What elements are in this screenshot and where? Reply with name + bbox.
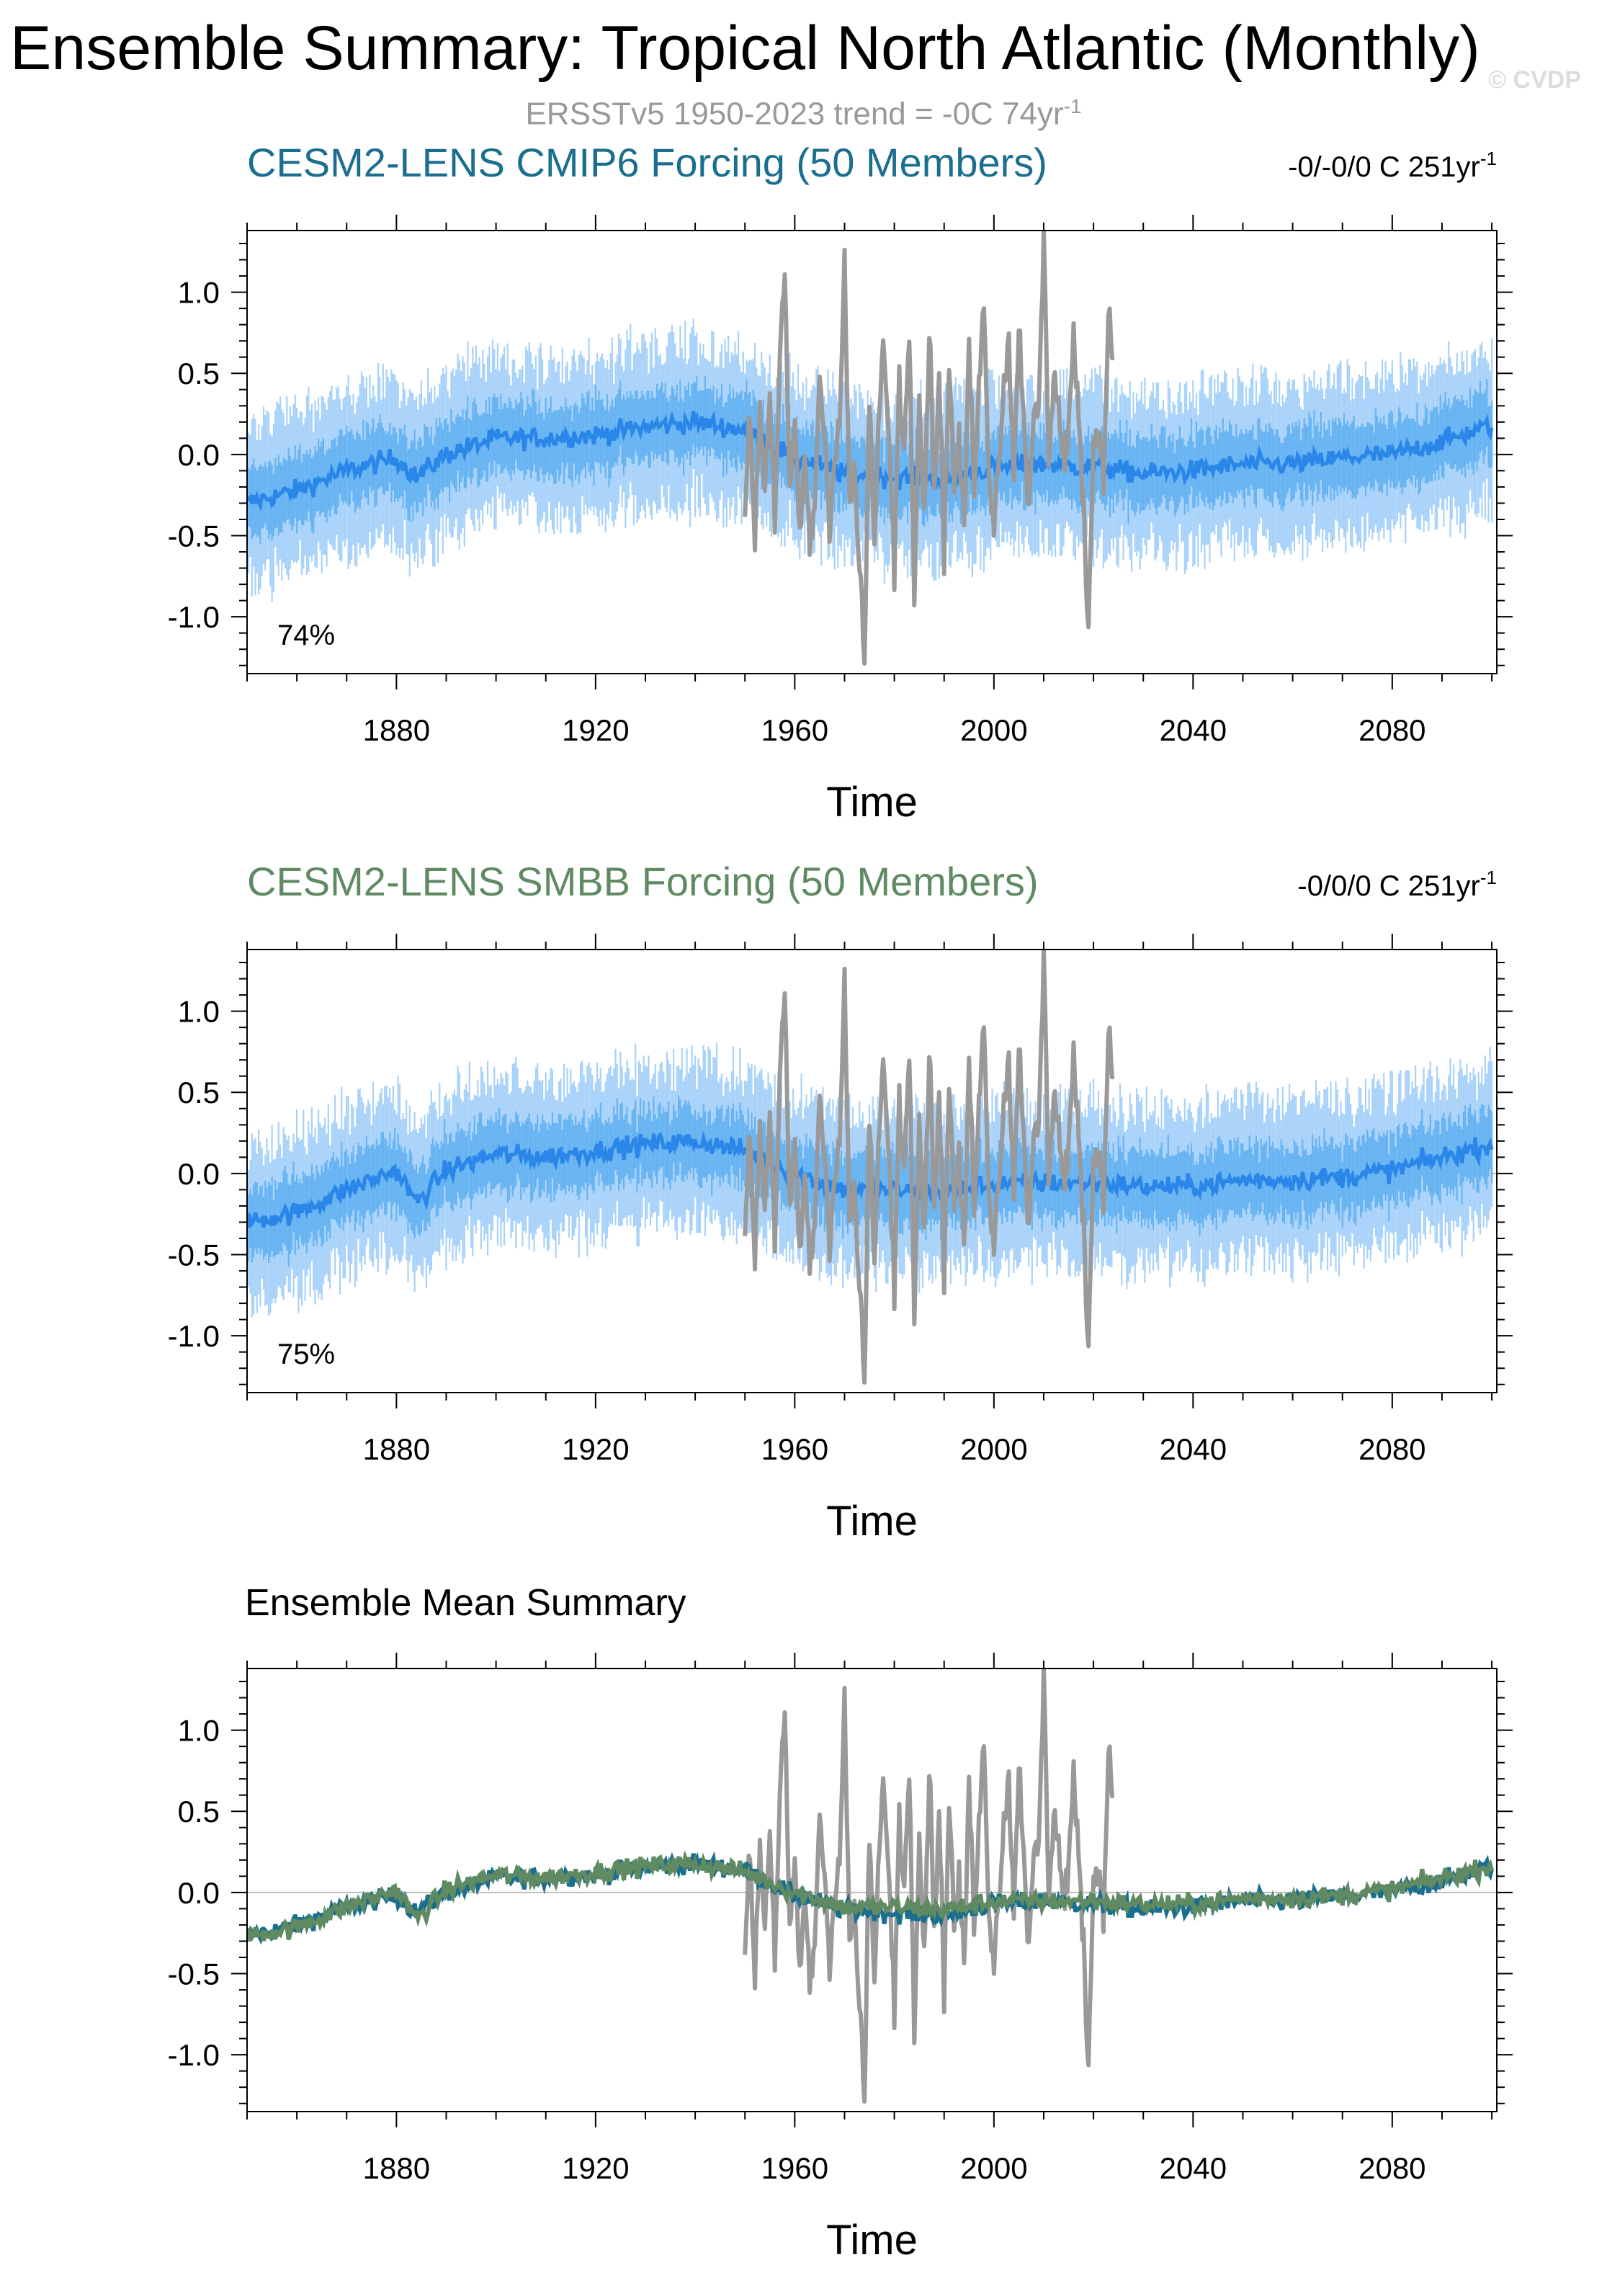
x-tick-label: 1880 bbox=[363, 2151, 430, 2185]
page-title: Ensemble Summary: Tropical North Atlanti… bbox=[10, 14, 1480, 83]
x-tick-label: 2040 bbox=[1160, 713, 1227, 747]
y-tick-label: 0.5 bbox=[178, 1795, 220, 1828]
y-tick-label: 1.0 bbox=[178, 1714, 220, 1748]
trend-label: -0/-0/0 C 251yr-1 bbox=[1288, 148, 1497, 183]
y-tick-label: -0.5 bbox=[168, 1957, 220, 1991]
x-axis-label: Time bbox=[826, 779, 918, 826]
y-tick-label: -1.0 bbox=[168, 600, 220, 634]
x-tick-label: 1880 bbox=[363, 713, 430, 747]
y-tick-label: 0.0 bbox=[178, 1157, 220, 1191]
obs-series-line bbox=[743, 950, 1115, 1385]
x-tick-label: 2040 bbox=[1160, 2151, 1227, 2185]
x-tick-label: 2000 bbox=[960, 1432, 1027, 1466]
y-tick-label: -1.0 bbox=[168, 1319, 220, 1353]
x-tick-label: 1920 bbox=[562, 2151, 629, 2185]
smbb-panel: 1.0 0.5 0.0 -0.5 -1.0 1880 1920 1960 2000 2040 208… bbox=[168, 859, 1513, 1545]
plot-area bbox=[247, 950, 1497, 1385]
watermark: © CVDP bbox=[1488, 66, 1581, 94]
plot-area bbox=[247, 231, 1497, 666]
panel-title: CESM2-LENS SMBB Forcing (50 Members) bbox=[247, 859, 1039, 904]
y-tick-label: -1.0 bbox=[168, 2038, 220, 2072]
ensemble-mean-panel: 1.0 0.5 0.0 -0.5 -1.0 1880 1920 1960 2000 2040 208… bbox=[168, 1582, 1513, 2264]
x-tick-label: 1880 bbox=[363, 1432, 430, 1466]
plot-frame bbox=[246, 1668, 1498, 2112]
y-tick-label: 0.0 bbox=[178, 438, 220, 472]
x-tick-label: 1960 bbox=[761, 2151, 828, 2185]
obs-series-line bbox=[743, 231, 1115, 666]
x-tick-label: 2080 bbox=[1358, 713, 1425, 747]
cmip6-panel: 1.0 0.5 0.0 -0.5 -1.0 1880 1920 1960 2000 2040 208… bbox=[168, 140, 1513, 826]
x-axis-label: Time bbox=[826, 2217, 918, 2264]
trend-sup: -1 bbox=[1480, 867, 1497, 888]
y-tick-label: -0.5 bbox=[168, 519, 220, 553]
y-tick-label: 0.5 bbox=[178, 1076, 220, 1109]
x-tick-label: 1960 bbox=[761, 1432, 828, 1466]
y-tick-label: 0.0 bbox=[178, 1876, 220, 1910]
y-tick-label: -0.5 bbox=[168, 1238, 220, 1272]
x-axis-label: Time bbox=[826, 1498, 918, 1545]
panel-title: CESM2-LENS CMIP6 Forcing (50 Members) bbox=[247, 140, 1047, 185]
x-tick-label: 1920 bbox=[562, 713, 629, 747]
x-tick-label: 2000 bbox=[960, 2151, 1027, 2185]
trend-text: -0/0/0 C 251yr bbox=[1297, 870, 1480, 902]
obs-trend-text: ERSSTv5 1950-2023 trend = -0C 74yr bbox=[525, 96, 1064, 132]
plot-frame bbox=[246, 230, 1498, 674]
y-tick-label: 1.0 bbox=[178, 995, 220, 1029]
plot-frame bbox=[246, 949, 1498, 1393]
panel-title: Ensemble Mean Summary bbox=[245, 1582, 686, 1624]
y-tick-label: 1.0 bbox=[178, 276, 220, 310]
x-tick-label: 1920 bbox=[562, 1432, 629, 1466]
obs-series-line bbox=[743, 1669, 1115, 2104]
obs-trend-sup: -1 bbox=[1063, 95, 1082, 117]
series-line-smbb bbox=[247, 1850, 1495, 1942]
trend-sup: -1 bbox=[1480, 148, 1497, 169]
plot-area bbox=[247, 1669, 1497, 2104]
x-tick-label: 1960 bbox=[761, 713, 828, 747]
x-tick-label: 2080 bbox=[1358, 1432, 1425, 1466]
x-tick-label: 2040 bbox=[1160, 1432, 1227, 1466]
percent-label: 75% bbox=[277, 1339, 335, 1370]
x-tick-label: 2000 bbox=[960, 713, 1027, 747]
obs-trend-label: ERSSTv5 1950-2023 trend = -0C 74yr-1 bbox=[0, 95, 1607, 133]
trend-label: -0/0/0 C 251yr-1 bbox=[1297, 867, 1497, 902]
y-tick-label: 0.5 bbox=[178, 357, 220, 390]
trend-text: -0/-0/0 C 251yr bbox=[1288, 151, 1480, 183]
percent-label: 74% bbox=[277, 620, 335, 651]
x-tick-label: 2080 bbox=[1358, 2151, 1425, 2185]
